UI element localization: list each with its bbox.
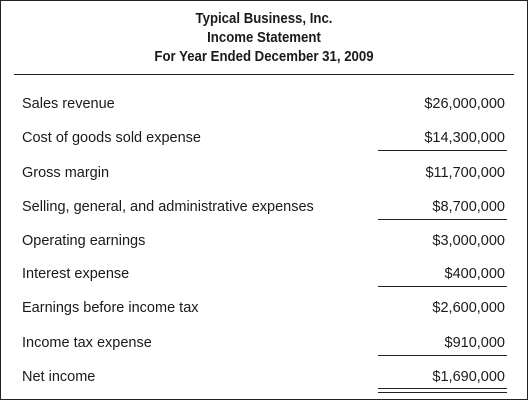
row-earnings-before-tax: Earnings before income tax $2,600,000	[1, 291, 527, 325]
row-operating-earnings: Operating earnings $3,000,000	[1, 224, 527, 258]
row-sga-expenses: Selling, general, and administrative exp…	[1, 190, 527, 224]
header-divider	[14, 74, 514, 75]
subtotal-rule	[378, 355, 507, 356]
statement-header: Typical Business, Inc. Income Statement …	[33, 9, 496, 66]
row-interest-expense: Interest expense $400,000	[1, 257, 527, 291]
statement-period: For Year Ended December 31, 2009	[154, 48, 374, 65]
subtotal-rule	[378, 286, 507, 287]
row-amount: $1,690,000	[432, 369, 505, 385]
row-label: Operating earnings	[22, 233, 146, 249]
row-label: Gross margin	[22, 165, 110, 181]
row-amount: $8,700,000	[432, 199, 505, 215]
row-label: Net income	[22, 369, 96, 385]
row-net-income: Net income $1,690,000	[1, 360, 527, 394]
row-label: Interest expense	[22, 266, 130, 282]
statement-title: Income Statement	[207, 29, 321, 46]
total-double-rule	[378, 388, 507, 393]
row-amount: $3,000,000	[432, 233, 505, 249]
row-label: Income tax expense	[22, 335, 152, 351]
company-name: Typical Business, Inc.	[195, 10, 333, 27]
row-label: Selling, general, and administrative exp…	[22, 199, 314, 215]
row-label: Cost of goods sold expense	[22, 130, 201, 146]
row-amount: $11,700,000	[425, 165, 505, 181]
row-cost-of-goods-sold: Cost of goods sold expense $14,300,000	[1, 121, 527, 155]
row-sales-revenue: Sales revenue $26,000,000	[1, 87, 527, 121]
row-income-tax-expense: Income tax expense $910,000	[1, 326, 527, 360]
row-amount: $14,300,000	[424, 130, 505, 146]
row-amount: $2,600,000	[432, 300, 505, 316]
row-gross-margin: Gross margin $11,700,000	[1, 156, 527, 190]
subtotal-rule	[378, 219, 507, 220]
row-label: Earnings before income tax	[22, 300, 199, 316]
subtotal-rule	[378, 150, 507, 151]
row-amount: $26,000,000	[424, 96, 505, 112]
row-amount: $910,000	[444, 335, 505, 351]
row-label: Sales revenue	[22, 96, 115, 112]
row-amount: $400,000	[444, 266, 505, 282]
